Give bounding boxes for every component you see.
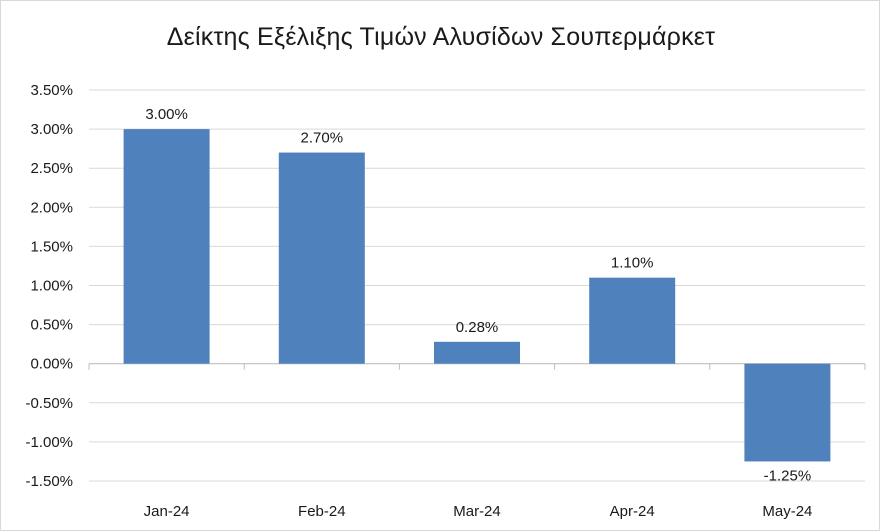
bar-mar-24 bbox=[434, 341, 520, 364]
data-label: 1.10% bbox=[611, 255, 654, 272]
y-tick-label: 1.00% bbox=[30, 278, 73, 295]
x-tick-label: May-24 bbox=[762, 503, 812, 520]
data-label: 0.28% bbox=[456, 319, 499, 336]
data-label: 3.00% bbox=[145, 106, 188, 123]
y-tick-label: -0.50% bbox=[25, 395, 73, 412]
y-tick-label: 0.00% bbox=[30, 356, 73, 373]
bar-apr-24 bbox=[589, 277, 676, 364]
y-tick-label: -1.50% bbox=[25, 473, 73, 490]
bar-may-24 bbox=[744, 363, 831, 462]
bar-feb-24 bbox=[278, 152, 365, 364]
y-tick-label: 1.50% bbox=[30, 238, 73, 255]
bar-jan-24 bbox=[123, 129, 210, 364]
chart-title: Δείκτης Εξέλιξης Τιμών Αλυσίδων Σουπερμά… bbox=[166, 23, 716, 51]
y-tick-label: 2.50% bbox=[30, 160, 73, 177]
x-tick-label: Feb-24 bbox=[298, 503, 346, 520]
data-label: -1.25% bbox=[764, 467, 812, 484]
x-tick-label: Jan-24 bbox=[144, 503, 190, 520]
data-label: 2.70% bbox=[301, 130, 344, 147]
x-tick-label: Mar-24 bbox=[453, 503, 501, 520]
x-tick-label: Apr-24 bbox=[610, 503, 655, 520]
y-tick-label: -1.00% bbox=[25, 434, 73, 451]
y-tick-label: 3.00% bbox=[30, 121, 73, 138]
y-tick-label: 0.50% bbox=[30, 317, 73, 334]
y-tick-label: 2.00% bbox=[30, 199, 73, 216]
y-tick-label: 3.50% bbox=[30, 82, 73, 99]
